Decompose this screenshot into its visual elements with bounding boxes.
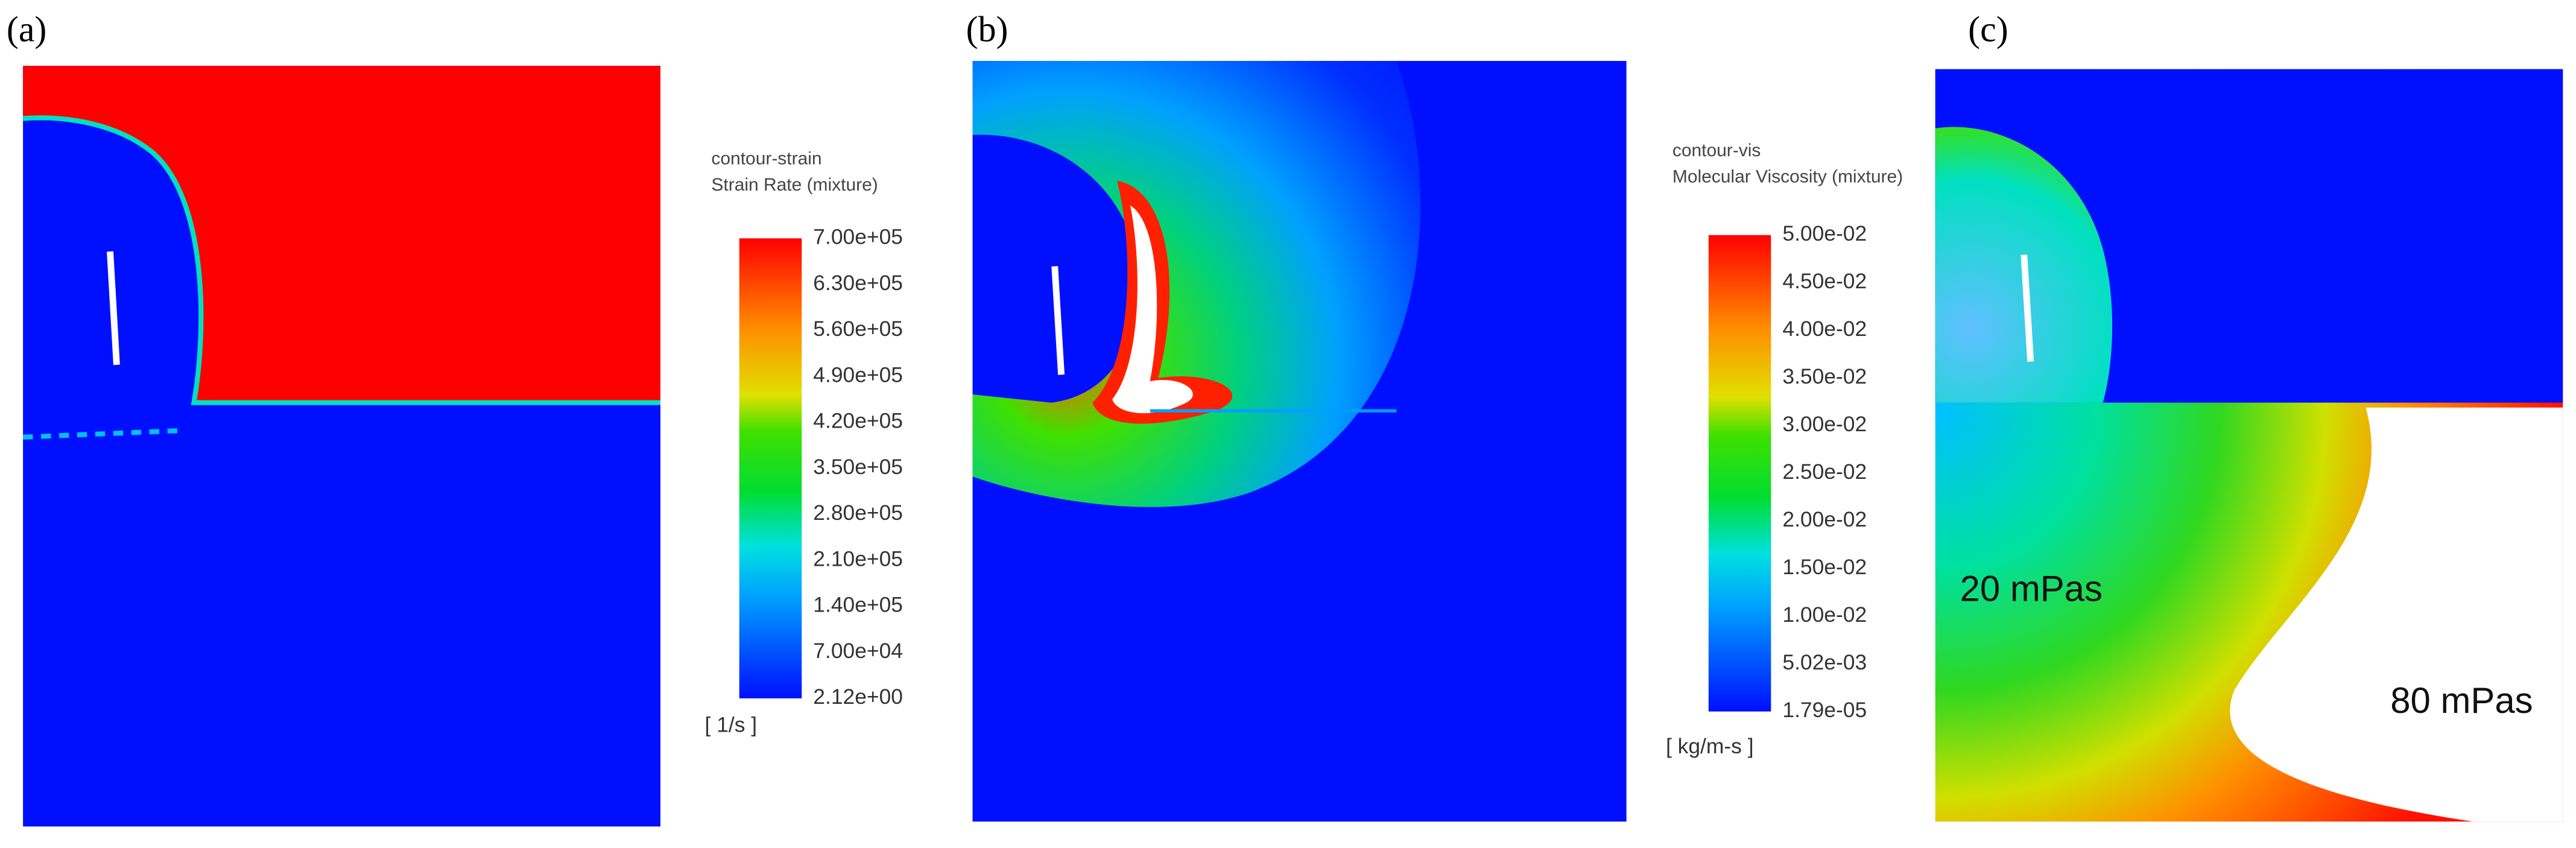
interface: [22, 115, 660, 405]
colorbar-tick-label: 1.40e+05: [813, 593, 903, 617]
panel-label: (b): [966, 9, 1008, 49]
panel-c: [1935, 69, 2563, 822]
colorbar-tick-label: 3.50e-02: [1782, 364, 1867, 388]
contour-region: [23, 66, 660, 403]
colorbar-tick-label: 3.00e-02: [1782, 412, 1867, 436]
panel-a: [22, 66, 660, 827]
colorbar-tick-label: 5.00e-02: [1782, 221, 1867, 245]
colorbar-tick-label: 2.12e+00: [813, 685, 903, 709]
colorbar-tick-label: 4.50e-02: [1782, 269, 1867, 293]
colorbar-tick-label: 2.10e+05: [813, 546, 903, 571]
colorbar-tick-label: 1.50e-02: [1782, 555, 1867, 579]
colorbar-tick-label: 7.00e+05: [813, 225, 903, 249]
panel-b: [972, 61, 1627, 822]
colorbar-tick-label: 1.79e-05: [1782, 698, 1867, 722]
colorbar-unit: [ 1/s ]: [705, 713, 758, 737]
colorbar-title: Strain Rate (mixture): [711, 175, 878, 195]
colorbar-tick-label: 6.30e+05: [813, 271, 903, 295]
colorbar-tick-label: 2.50e-02: [1782, 460, 1867, 484]
colorbar-tick-label: 1.00e-02: [1782, 603, 1867, 627]
contour-region: [1092, 180, 1233, 424]
colorbar-unit: [ kg/m-s ]: [1666, 734, 1754, 758]
needle: [2021, 255, 2034, 362]
colorbar-tick-label: 2.80e+05: [813, 501, 903, 525]
colorbar-title: Molecular Viscosity (mixture): [1673, 166, 1903, 186]
needle: [1051, 266, 1065, 375]
annotation: 80 mPas: [2390, 680, 2533, 721]
contour-region: [2230, 407, 2563, 822]
colorbar-tick-label: 5.60e+05: [813, 317, 903, 341]
needle: [107, 251, 120, 365]
colorbar-title: contour-strain: [711, 148, 821, 168]
colorbar-tick-label: 5.02e-03: [1782, 650, 1867, 674]
colorbar-tick-label: 4.00e-02: [1782, 317, 1867, 341]
panel-label: (c): [1968, 9, 2008, 49]
colorbar-tick-label: 4.90e+05: [813, 362, 903, 387]
annotation: 20 mPas: [1960, 569, 2103, 609]
colorbar-tick-label: 2.00e-02: [1782, 507, 1867, 531]
contour-region: [1112, 205, 1193, 414]
colorbar-tick-label: 4.20e+05: [813, 409, 903, 433]
interface: [22, 428, 181, 440]
colorbar-tick-label: 3.50e+05: [813, 455, 903, 479]
colorbar: [1708, 235, 1771, 712]
colorbar-tick-label: 7.00e+04: [813, 639, 903, 663]
panel-label: (a): [7, 9, 47, 49]
colorbar: [739, 238, 802, 698]
colorbar-title: contour-vis: [1673, 141, 1761, 160]
